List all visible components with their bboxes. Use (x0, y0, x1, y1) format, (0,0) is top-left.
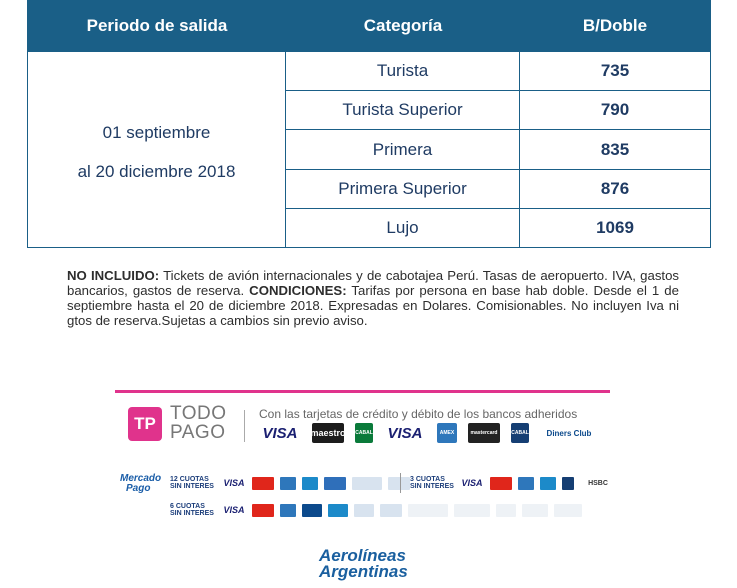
todopago-logo-icon: TP (128, 407, 162, 441)
cuotas-12-label: 12 CUOTAS SIN INTERES (170, 476, 214, 490)
hsbc-mini-icon: HSBC (588, 479, 608, 487)
table-row: Turista 735 (286, 52, 710, 92)
amex-logo-icon: AMEX (437, 423, 457, 443)
price-cell: 1069 (596, 217, 634, 237)
cbc-mini-icon (496, 503, 516, 517)
bank-logo-mini-icon (522, 503, 548, 517)
category-rows: Turista 735 Turista Superior 790 Primera… (286, 52, 710, 248)
no-incluido-label: NO INCLUIDO: (67, 268, 160, 283)
mastercard-mini-icon (252, 503, 274, 517)
todopago-line2: PAGO (170, 422, 226, 443)
bank-row-6: 6 CUOTAS SIN INTERES VISA (170, 503, 582, 517)
period-line1: 01 septiembre (102, 122, 211, 142)
category-cell: Lujo (286, 208, 520, 248)
category-cell: Primera Superior (286, 169, 520, 208)
mastercard-mini-icon (252, 476, 274, 490)
mercadopago-logo: Mercado Pago (120, 474, 161, 494)
divider-bar (115, 390, 610, 393)
mercadopago-line1: Mercado (120, 473, 162, 484)
bank-divider (400, 473, 401, 493)
cuotas-6-label: 6 CUOTAS SIN INTERES (170, 503, 214, 517)
period-cell: 01 septiembre al 20 diciembre 2018 (28, 52, 286, 247)
tarjeta-naranja-mini-icon (324, 476, 346, 490)
mercadopago-line2: Pago (126, 483, 151, 494)
condiciones-text: Tarifas por persona en base hab doble. D… (67, 283, 679, 328)
category-cell: Turista (286, 52, 520, 91)
price-cell: 876 (600, 178, 630, 198)
todopago-divider (244, 410, 245, 442)
aerolineas-line2: Argentinas (319, 562, 408, 581)
diners-mini-icon (302, 503, 322, 517)
header-period: Periodo de salida (86, 16, 228, 35)
todopago-wordmark: TODO PAGO (170, 404, 227, 442)
condiciones-label: CONDICIONES: (249, 283, 347, 298)
table-row: Primera 835 (286, 130, 710, 170)
card-logos: VISA maestro CABAL VISA AMEX mastercard … (259, 423, 598, 443)
bank-row-3: 3 CUOTAS SIN INTERES VISA HSBC (410, 476, 616, 490)
patagonia-mini-icon (380, 503, 402, 517)
category-cell: Primera (286, 130, 520, 169)
table-body: 01 septiembre al 20 diciembre 2018 Turis… (28, 52, 710, 248)
mastercard-logo-icon: mastercard (468, 423, 500, 443)
visa-mini-icon: VISA (461, 478, 483, 488)
todopago-description: Con las tarjetas de crédito y débito de … (259, 407, 578, 421)
visa-debito-logo-icon: VISA (259, 423, 301, 443)
bank-logo-mini-icon (454, 503, 490, 517)
cuotas-3-label: 3 CUOTAS SIN INTERES (410, 476, 454, 490)
bank-mini-icon (328, 503, 348, 517)
bank-row-12: 12 CUOTAS SIN INTERES VISA (170, 476, 410, 490)
todopago-line1: TODO (170, 403, 227, 424)
bank-mini-icon (302, 476, 318, 490)
price-cell: 735 (600, 61, 630, 81)
header-category: Categoría (363, 16, 443, 35)
mastercard-mini-icon (490, 476, 512, 490)
amex-mini-icon (518, 476, 534, 490)
cabal-alt-logo-icon: CABAL (511, 423, 529, 443)
price-cell: 835 (600, 139, 630, 159)
bank-logo-mini-icon (408, 503, 448, 517)
table-row: Turista Superior 790 (286, 91, 710, 131)
visa-mini-icon: VISA (223, 505, 245, 515)
maestro-logo-icon: maestro (311, 423, 346, 443)
price-cell: 790 (600, 100, 630, 120)
period-line2: al 20 diciembre 2018 (77, 161, 236, 181)
macro-mini-icon (554, 503, 582, 517)
header-price: B/Doble (582, 16, 648, 35)
cabal-mini-icon (562, 476, 574, 490)
visa-logo-icon: VISA (384, 423, 426, 443)
hipotecario-mini-icon (352, 476, 382, 490)
supervielle-mini-icon (354, 503, 374, 517)
conditions-notes: NO INCLUIDO: Tickets de avión internacio… (67, 268, 679, 328)
amex-mini-icon (280, 503, 296, 517)
diners-logo-icon: Diners Club (540, 423, 598, 443)
table-row: Primera Superior 876 (286, 169, 710, 209)
cabal-logo-icon: CABAL (355, 423, 373, 443)
tariff-table: Periodo de salida Categoría B/Doble 01 s… (27, 0, 711, 248)
table-row: Lujo 1069 (286, 208, 710, 248)
category-cell: Turista Superior (286, 91, 520, 130)
aerolineas-argentinas-logo: Aerolíneas Argentinas (319, 546, 408, 581)
amex-mini-icon (280, 476, 296, 490)
table-header: Periodo de salida Categoría B/Doble (28, 0, 710, 52)
no-incluido-text: Tickets de avión internacionales y de ca… (67, 268, 680, 298)
aerolineas-line1: Aerolíneas (319, 546, 406, 565)
industrial-mini-icon (388, 476, 410, 490)
bank-mini-icon (540, 476, 556, 490)
visa-mini-icon: VISA (223, 478, 245, 488)
